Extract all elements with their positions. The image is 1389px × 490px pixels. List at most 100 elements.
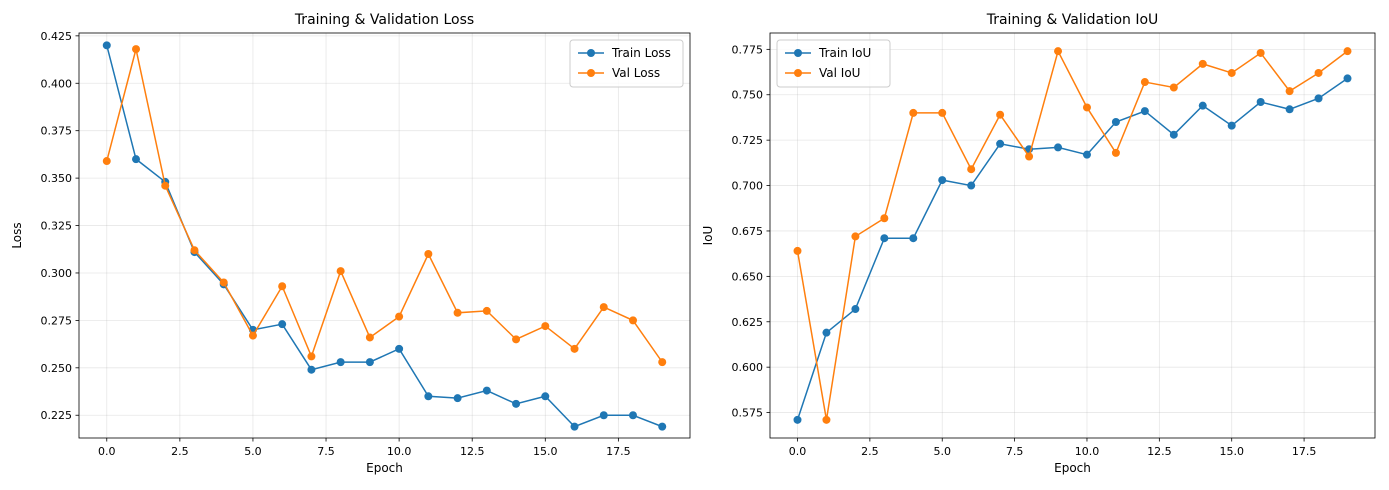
iou-data-point	[996, 139, 1005, 148]
loss-data-point	[132, 155, 141, 164]
loss-data-point	[365, 333, 374, 342]
loss-data-point	[628, 316, 637, 325]
loss-series-line	[106, 48, 663, 363]
loss-y-tick-label: 0.425	[41, 30, 73, 43]
loss-y-tick-label: 0.325	[41, 220, 73, 233]
iou-data-point	[793, 246, 802, 255]
iou-data-point	[1256, 48, 1265, 57]
iou-x-tick-label: 10.0	[1075, 445, 1100, 458]
loss-x-tick-label: 7.5	[317, 445, 335, 458]
loss-legend-box	[569, 39, 684, 88]
iou-data-point	[1285, 105, 1294, 114]
loss-series-val-loss	[102, 45, 667, 367]
iou-y-tick-label: 0.725	[732, 134, 764, 147]
loss-x-tick-label: 12.5	[460, 445, 485, 458]
loss-chart-title: Training & Validation Loss	[294, 12, 474, 28]
iou-axes: 0.0 2.5 5.0 7.5 10.0 12.5 15.0 17.5 0.575 0.600 0.…	[701, 12, 1376, 475]
iou-y-tick-label: 0.625	[732, 316, 764, 329]
loss-data-point	[453, 394, 462, 403]
loss-data-point	[482, 306, 491, 315]
loss-data-point	[570, 422, 579, 431]
loss-data-point	[512, 335, 521, 344]
iou-legend: Train IoU Val IoU	[776, 39, 891, 88]
loss-data-point	[424, 392, 433, 401]
iou-series-train-iou	[793, 74, 1352, 424]
loss-x-tick-label: 2.5	[171, 445, 189, 458]
loss-data-point	[541, 392, 550, 401]
iou-y-axis-label: IoU	[701, 226, 715, 246]
iou-legend-marker	[794, 49, 802, 57]
iou-series-val-iou	[793, 47, 1352, 424]
iou-legend-label: Train IoU	[818, 46, 871, 60]
iou-y-tick-label: 0.650	[732, 270, 764, 283]
iou-axes-frame	[769, 32, 1376, 439]
loss-data-point	[599, 411, 608, 420]
loss-data-point	[365, 358, 374, 367]
iou-x-tick-label: 2.5	[861, 445, 879, 458]
loss-data-point	[278, 320, 287, 329]
loss-data-point	[395, 344, 404, 353]
iou-y-tick-label: 0.750	[732, 89, 764, 102]
iou-y-tick-label: 0.700	[732, 180, 764, 193]
iou-data-point	[1054, 143, 1063, 152]
loss-legend-label: Train Loss	[611, 46, 671, 60]
loss-data-point	[658, 358, 667, 367]
loss-data-point	[628, 411, 637, 420]
iou-data-point	[1343, 47, 1352, 56]
loss-data-point	[541, 322, 550, 331]
iou-data-point	[1227, 68, 1236, 77]
iou-data-point	[793, 415, 802, 424]
iou-data-point	[1314, 94, 1323, 103]
loss-y-tick-label: 0.300	[41, 267, 73, 280]
iou-data-point	[996, 110, 1005, 119]
iou-series-line	[796, 49, 1348, 420]
iou-data-point	[1140, 107, 1149, 116]
iou-x-tick-label: 17.5	[1292, 445, 1317, 458]
iou-x-tick-label: 0.0	[789, 445, 807, 458]
iou-data-point	[880, 234, 889, 243]
iou-data-point	[938, 176, 947, 185]
iou-data-point	[1111, 117, 1120, 126]
iou-x-tick-label: 15.0	[1219, 445, 1244, 458]
iou-data-point	[967, 181, 976, 190]
loss-data-point	[453, 308, 462, 317]
iou-legend-label: Val IoU	[819, 66, 860, 80]
iou-y-tick-label: 0.775	[732, 43, 764, 56]
loss-data-point	[190, 246, 199, 255]
loss-data-point	[102, 41, 111, 50]
iou-data-point	[1025, 152, 1034, 161]
iou-data-point	[1198, 101, 1207, 110]
loss-y-axis-label: Loss	[10, 222, 24, 248]
loss-y-tick-label: 0.275	[41, 314, 73, 327]
iou-data-point	[938, 108, 947, 117]
loss-data-point	[248, 331, 257, 340]
iou-data-point	[1256, 98, 1265, 107]
loss-data-point	[307, 352, 316, 361]
iou-legend-marker	[794, 69, 802, 77]
loss-data-point	[395, 312, 404, 321]
iou-data-point	[822, 415, 831, 424]
loss-data-point	[336, 358, 345, 367]
loss-y-tick-label: 0.400	[41, 77, 73, 90]
loss-data-point	[307, 365, 316, 374]
iou-x-tick-label: 12.5	[1147, 445, 1172, 458]
iou-data-point	[967, 165, 976, 174]
loss-axes-frame	[78, 32, 691, 439]
iou-data-point	[1082, 103, 1091, 112]
loss-data-point	[278, 282, 287, 291]
loss-x-tick-label: 5.0	[244, 445, 262, 458]
iou-data-point	[1343, 74, 1352, 83]
iou-data-point	[1198, 59, 1207, 68]
loss-data-point	[161, 181, 170, 190]
iou-y-tick-label: 0.675	[732, 225, 764, 238]
iou-data-point	[1227, 121, 1236, 130]
iou-data-point	[1082, 150, 1091, 159]
loss-x-tick-label: 15.0	[533, 445, 558, 458]
loss-y-tick-label: 0.350	[41, 172, 73, 185]
iou-legend-box	[776, 39, 891, 88]
loss-data-point	[512, 399, 521, 408]
iou-data-point	[851, 305, 860, 314]
iou-x-tick-label: 5.0	[933, 445, 951, 458]
loss-legend: Train Loss Val Loss	[569, 39, 684, 88]
